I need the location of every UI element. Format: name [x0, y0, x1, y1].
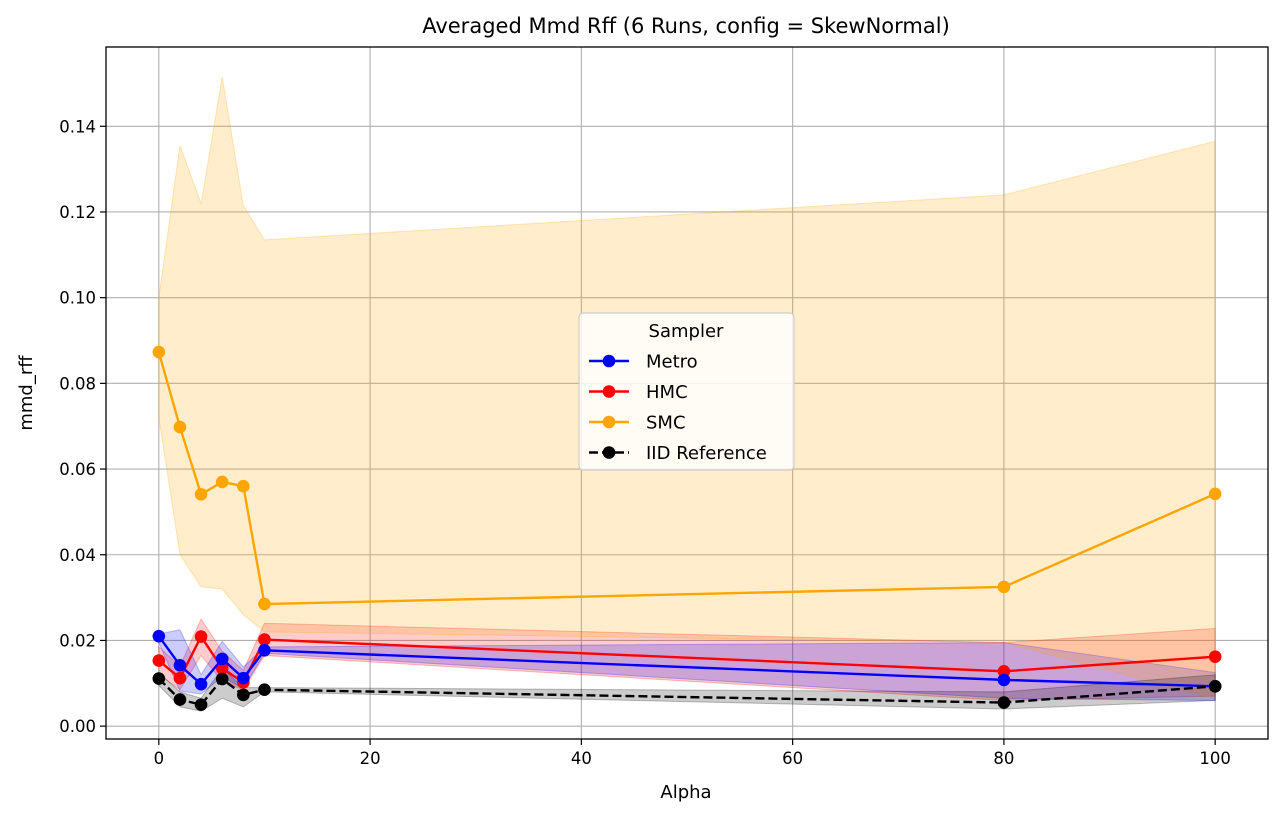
- point-smc: [152, 345, 166, 359]
- plot-frame: [105, 46, 1269, 740]
- point-smc: [237, 479, 250, 493]
- point-hmc: [152, 654, 166, 667]
- legend-item-metro: Metro: [589, 352, 698, 373]
- point-metro: [258, 644, 271, 657]
- x-tick-label: 40: [571, 749, 592, 768]
- point-iid-reference: [1208, 679, 1222, 693]
- point-hmc: [215, 662, 229, 675]
- line-smc: [157, 351, 1216, 606]
- y-tick-label: 0.10: [59, 289, 96, 308]
- grid: [106, 47, 1268, 739]
- y-tick-label: 0.08: [59, 374, 96, 393]
- point-iid-reference: [215, 672, 229, 686]
- point-smc: [997, 580, 1011, 594]
- chart-title: Averaged Mmd Rff (6 Runs, config = SkewN…: [422, 14, 950, 38]
- y-tick-label: 0.04: [59, 546, 96, 565]
- legend-marker: [602, 415, 616, 429]
- band-iid-reference: [158, 667, 1216, 712]
- x-tick-label: 0: [154, 749, 165, 768]
- legend-marker: [602, 446, 616, 459]
- legend-item-iid-reference: IID Reference: [589, 443, 767, 464]
- x-tick-label: 60: [782, 749, 803, 768]
- legend: Sampler Metro HMC SMC IID Reference: [578, 312, 795, 471]
- legend-label: SMC: [646, 413, 686, 434]
- point-iid-reference: [152, 672, 166, 685]
- legend-box: [578, 312, 795, 471]
- point-smc: [173, 420, 187, 434]
- y-tick-label: 0.14: [59, 117, 96, 136]
- legend-marker: [602, 354, 616, 368]
- y-axis-label: mmd_rff: [16, 355, 37, 431]
- point-metro: [173, 659, 187, 672]
- point-hmc: [1208, 650, 1222, 664]
- y-tick-label: 0.00: [59, 717, 96, 736]
- y-tick-label: 0.12: [59, 203, 96, 222]
- point-hmc: [258, 633, 271, 646]
- series-iid-reference: [152, 672, 1222, 712]
- point-smc: [194, 488, 208, 501]
- legend-label: IID Reference: [646, 443, 767, 464]
- x-axis-label: Alpha: [660, 782, 711, 803]
- point-smc: [258, 597, 271, 611]
- legend-label: Metro: [646, 352, 698, 373]
- point-metro: [215, 652, 229, 666]
- legend-title: Sampler: [649, 321, 724, 342]
- point-iid-reference: [258, 683, 271, 697]
- point-metro: [194, 677, 208, 691]
- point-iid-reference: [194, 698, 208, 712]
- point-smc: [215, 475, 229, 489]
- series-lines: [152, 345, 1222, 712]
- point-metro: [152, 629, 166, 643]
- legend-item-smc: SMC: [589, 413, 686, 434]
- point-smc: [1208, 487, 1222, 501]
- x-tick-label: 80: [993, 749, 1014, 768]
- point-metro: [237, 671, 250, 685]
- point-hmc: [194, 630, 208, 643]
- y-tick-label: 0.06: [59, 460, 96, 479]
- line-hmc: [158, 635, 1216, 684]
- legend-label: HMC: [646, 382, 688, 403]
- point-hmc: [173, 671, 187, 685]
- point-iid-reference: [237, 688, 250, 702]
- series-smc: [152, 345, 1222, 611]
- band-hmc: [158, 617, 1216, 701]
- legend-marker: [602, 385, 616, 398]
- axis-ticks: 0 20 40 60 80 100 0.00 0.02 0.04 0.06 0.08 0.10 0.12…: [59, 117, 1231, 768]
- point-iid-reference: [173, 693, 187, 706]
- x-tick-label: 100: [1199, 749, 1231, 768]
- y-tick-label: 0.02: [59, 631, 96, 650]
- point-metro: [997, 673, 1011, 687]
- x-tick-label: 20: [360, 749, 381, 768]
- point-iid-reference: [997, 696, 1011, 709]
- legend-item-hmc: HMC: [589, 382, 688, 403]
